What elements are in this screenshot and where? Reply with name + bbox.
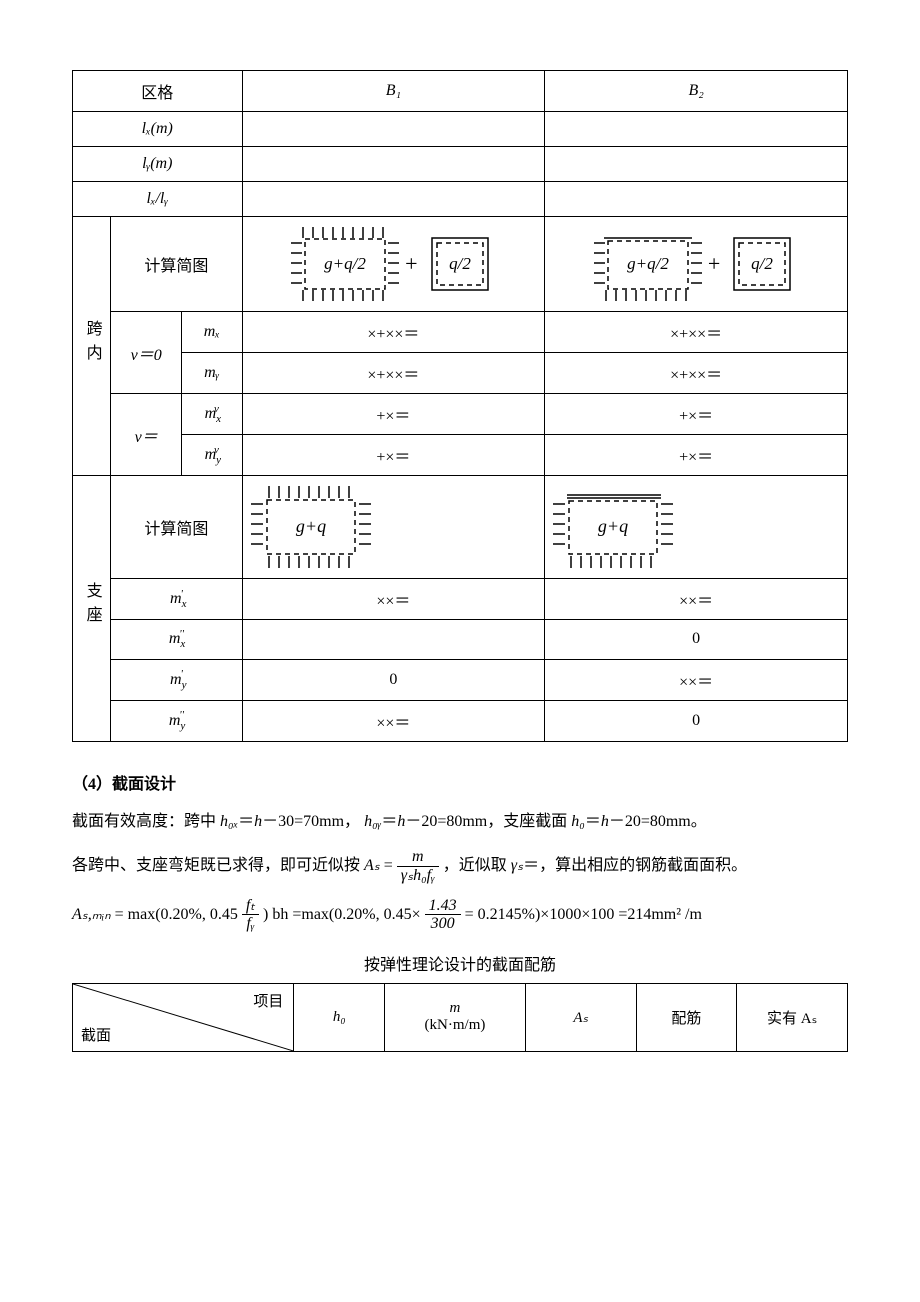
- hdr-zone: 区格: [73, 71, 243, 112]
- plus-icon: +: [405, 251, 417, 277]
- b1-my: ×+××＝: [242, 353, 545, 394]
- mxpp: mx'': [111, 620, 242, 660]
- col-actual-as: 实有 Aₛ: [737, 983, 848, 1051]
- b1-mxv: +×＝: [242, 394, 545, 435]
- sec4-p3: Aₛ,ₘᵢₙ = max(0.20%, 0.45 fₜfᵧ ) bh =max(…: [72, 897, 848, 933]
- rebar-table: 项目 截面 h₀ m(kN·m/m) Aₛ 配筋 实有 Aₛ: [72, 983, 848, 1052]
- nu: ν＝: [111, 394, 182, 476]
- hdr-b2: B₂: [545, 71, 848, 112]
- svg-text:q/2: q/2: [751, 254, 773, 273]
- mypp: my'': [111, 700, 242, 741]
- svg-text:g+q: g+q: [295, 516, 325, 536]
- plus-icon: +: [708, 251, 720, 277]
- b1-mxp: ××＝: [242, 579, 545, 620]
- sec4-p2: 各跨中、支座弯矩既已求得，即可近似按 Aₛ = mγₛh₀fᵧ ，近似取 γₛ＝…: [72, 848, 848, 884]
- mxv: mxν: [181, 394, 242, 435]
- sec4-p1: 截面有效高度：跨中 h₀ₓ＝h－30=70mm， h₀ᵧ＝h－20=80mm，支…: [72, 808, 848, 837]
- diag-b2-span: g+q/2 + q/2: [545, 217, 848, 312]
- b2-my: ×+××＝: [545, 353, 848, 394]
- col-m: m(kN·m/m): [385, 983, 526, 1051]
- diag-b1-gq: g+q: [247, 484, 377, 570]
- svg-text:g+q: g+q: [598, 516, 628, 536]
- diag-b2-support: g+q: [545, 476, 848, 579]
- calc-diag-label-2: 计算简图: [111, 476, 242, 579]
- col-rebar: 配筋: [636, 983, 737, 1051]
- diag-b1-span: g+q/2 + q/2: [242, 217, 545, 312]
- b1-mx: ×+××＝: [242, 312, 545, 353]
- b1-myp: 0: [242, 659, 545, 700]
- diag-b1-q2: q/2: [424, 228, 496, 300]
- calc-table: 区格 B₁ B₂ lₓ(m) lᵧ(m) lₓ/lᵧ 跨内 计算简图 g+: [72, 70, 848, 742]
- b2-myv: +×＝: [545, 435, 848, 476]
- b2-mxv: +×＝: [545, 394, 848, 435]
- hdr-row: 区格 B₁ B₂: [73, 71, 848, 112]
- myp: my': [111, 659, 242, 700]
- svg-text:g+q/2: g+q/2: [627, 254, 669, 273]
- nu0: ν＝0: [111, 312, 182, 394]
- b1-mxpp: [242, 620, 545, 660]
- mxp: mx': [111, 579, 242, 620]
- svg-text:g+q/2: g+q/2: [324, 254, 366, 273]
- b1-myv: +×＝: [242, 435, 545, 476]
- diag-b2-gq: g+q: [549, 484, 679, 570]
- support-label: 支座: [73, 476, 111, 742]
- col-h0: h₀: [294, 983, 385, 1051]
- row-ly: lᵧ(m): [73, 147, 243, 182]
- b2-myp: ××＝: [545, 659, 848, 700]
- diag-header-cell: 项目 截面: [73, 983, 294, 1051]
- row-lxly: lₓ/lᵧ: [73, 182, 243, 217]
- calc-diag-label-1: 计算简图: [111, 217, 242, 312]
- mx: mₓ: [181, 312, 242, 353]
- sec4-title: （4）截面设计: [72, 770, 848, 794]
- diag-b2-gq2: g+q/2: [594, 225, 702, 303]
- hdr-b1: B₁: [242, 71, 545, 112]
- col-as: Aₛ: [525, 983, 636, 1051]
- diag-b2-q2: q/2: [726, 228, 798, 300]
- b2-mypp: 0: [545, 700, 848, 741]
- b2-mxp: ××＝: [545, 579, 848, 620]
- diag-b1-gq2: g+q/2: [291, 225, 399, 303]
- svg-text:q/2: q/2: [449, 254, 471, 273]
- b2-mxpp: 0: [545, 620, 848, 660]
- diag-b1-support: g+q: [242, 476, 545, 579]
- my: mᵧ: [181, 353, 242, 394]
- myv: myν: [181, 435, 242, 476]
- table2-title: 按弹性理论设计的截面配筋: [72, 951, 848, 975]
- b1-mypp: ××＝: [242, 700, 545, 741]
- span-label: 跨内: [73, 217, 111, 476]
- row-lx: lₓ(m): [73, 112, 243, 147]
- b2-mx: ×+××＝: [545, 312, 848, 353]
